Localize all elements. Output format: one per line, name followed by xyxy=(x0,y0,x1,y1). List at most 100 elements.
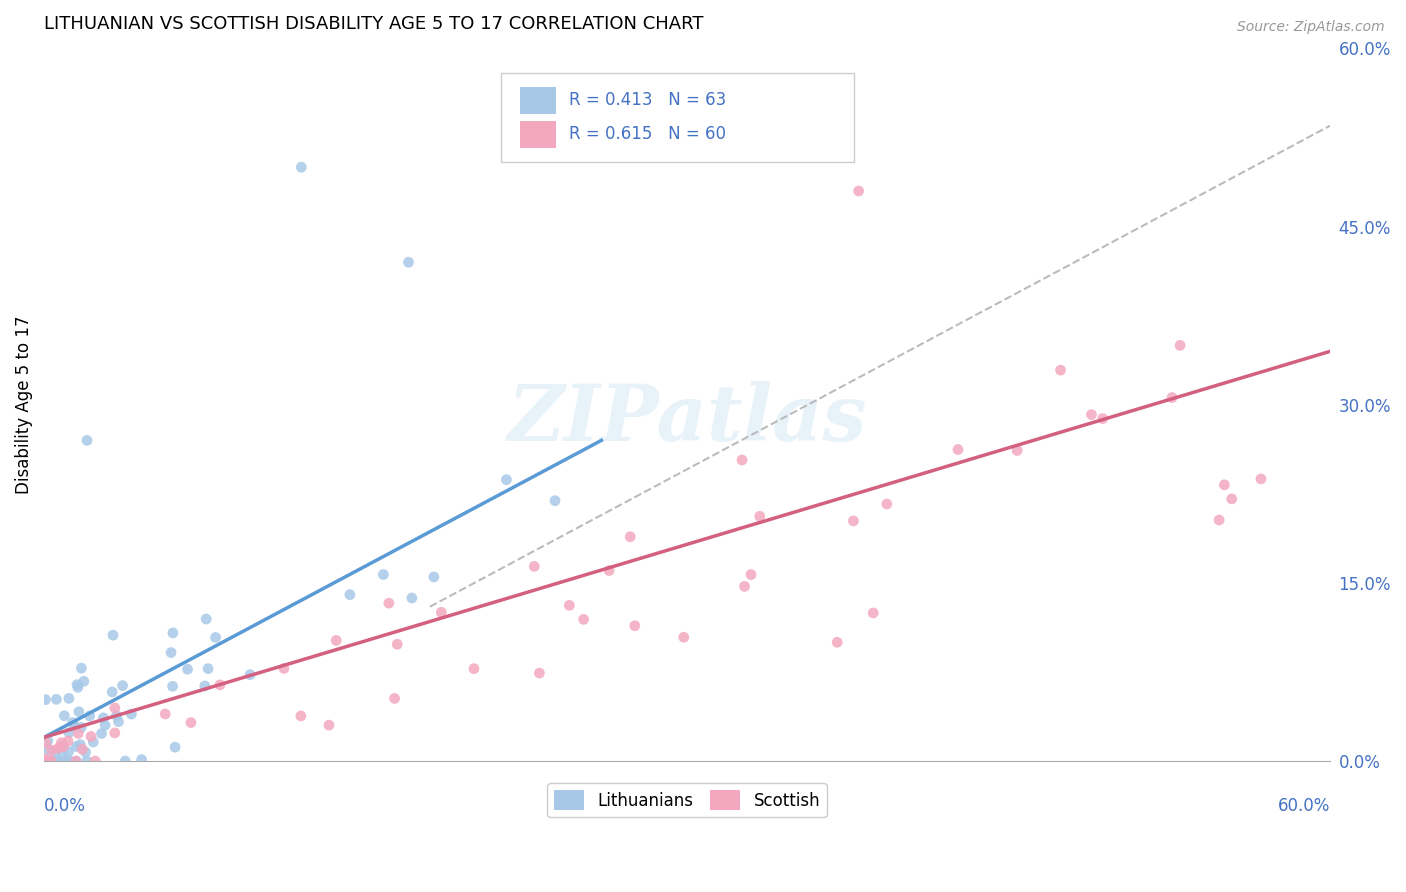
Point xyxy=(1161,391,1184,405)
Point xyxy=(101,685,124,699)
Point xyxy=(825,635,848,649)
Point xyxy=(49,739,72,754)
Point xyxy=(176,662,198,676)
Legend: Lithuanians, Scottish: Lithuanians, Scottish xyxy=(547,783,827,817)
Text: 60.0%: 60.0% xyxy=(1278,797,1330,815)
Text: R = 0.413   N = 63: R = 0.413 N = 63 xyxy=(569,91,725,109)
Point xyxy=(1220,491,1243,506)
Point xyxy=(558,599,581,613)
Point xyxy=(105,708,128,723)
Point xyxy=(101,628,124,642)
Point xyxy=(58,725,80,739)
Point xyxy=(41,743,63,757)
Point xyxy=(76,754,98,768)
Point xyxy=(946,442,969,457)
Point xyxy=(204,631,226,645)
Point xyxy=(273,661,295,675)
Point xyxy=(35,754,58,768)
Point xyxy=(82,735,104,749)
Point xyxy=(848,184,870,198)
Point xyxy=(401,591,423,605)
Y-axis label: Disability Age 5 to 17: Disability Age 5 to 17 xyxy=(15,316,32,494)
Point xyxy=(378,596,401,610)
Point xyxy=(318,718,340,732)
Point xyxy=(398,255,420,269)
Point xyxy=(51,754,73,768)
Point xyxy=(65,739,87,754)
Point xyxy=(339,588,361,602)
Bar xyxy=(520,87,555,114)
Point xyxy=(544,493,567,508)
Point xyxy=(423,570,446,584)
Point xyxy=(39,754,62,768)
Point xyxy=(66,681,89,695)
Point xyxy=(876,497,898,511)
Point xyxy=(72,742,94,756)
Point xyxy=(75,745,97,759)
Point xyxy=(463,662,485,676)
Point xyxy=(1005,443,1028,458)
Point xyxy=(1091,411,1114,425)
Point xyxy=(104,701,127,715)
Point xyxy=(76,434,98,448)
Point xyxy=(842,514,865,528)
Point xyxy=(120,707,142,722)
Point xyxy=(529,666,551,681)
Point xyxy=(862,606,884,620)
Point xyxy=(56,734,79,748)
Point xyxy=(56,754,79,768)
Point xyxy=(107,714,129,729)
Point xyxy=(598,564,620,578)
Point xyxy=(1049,363,1071,377)
Point xyxy=(624,618,647,632)
Point xyxy=(131,753,153,767)
Point xyxy=(1208,513,1230,527)
Point xyxy=(67,705,90,719)
Point xyxy=(80,730,103,744)
Point xyxy=(239,667,262,681)
Point xyxy=(194,679,217,693)
Point xyxy=(160,646,183,660)
Point xyxy=(1213,478,1236,492)
Point xyxy=(51,736,73,750)
Point xyxy=(93,711,115,725)
Point xyxy=(748,509,770,524)
Point xyxy=(34,752,56,766)
Point xyxy=(734,579,756,593)
Point xyxy=(1168,338,1191,352)
Point xyxy=(34,754,56,768)
Point xyxy=(430,605,453,619)
Point xyxy=(45,692,67,706)
Point xyxy=(162,626,184,640)
Point xyxy=(208,678,231,692)
Point xyxy=(731,453,754,467)
Point xyxy=(84,754,107,768)
FancyBboxPatch shape xyxy=(501,73,855,162)
Point xyxy=(37,733,59,747)
Point xyxy=(39,754,62,768)
Point xyxy=(65,754,87,768)
Point xyxy=(46,754,69,768)
Point xyxy=(70,720,93,734)
Point xyxy=(1080,408,1102,422)
Point xyxy=(672,630,695,644)
Text: LITHUANIAN VS SCOTTISH DISABILITY AGE 5 TO 17 CORRELATION CHART: LITHUANIAN VS SCOTTISH DISABILITY AGE 5 … xyxy=(44,15,703,33)
Point xyxy=(162,679,184,693)
Point xyxy=(34,692,56,706)
Point xyxy=(495,473,517,487)
Point xyxy=(94,718,117,732)
Point xyxy=(59,754,82,768)
Point xyxy=(114,754,136,768)
Point xyxy=(523,559,546,574)
Point xyxy=(373,567,395,582)
Point xyxy=(90,726,112,740)
Point xyxy=(73,674,96,689)
Point xyxy=(44,747,66,762)
Point xyxy=(197,662,219,676)
Point xyxy=(165,740,187,755)
Text: 0.0%: 0.0% xyxy=(44,797,86,815)
Point xyxy=(53,708,76,723)
Point xyxy=(111,679,134,693)
Point xyxy=(46,754,69,768)
Point xyxy=(153,706,176,721)
